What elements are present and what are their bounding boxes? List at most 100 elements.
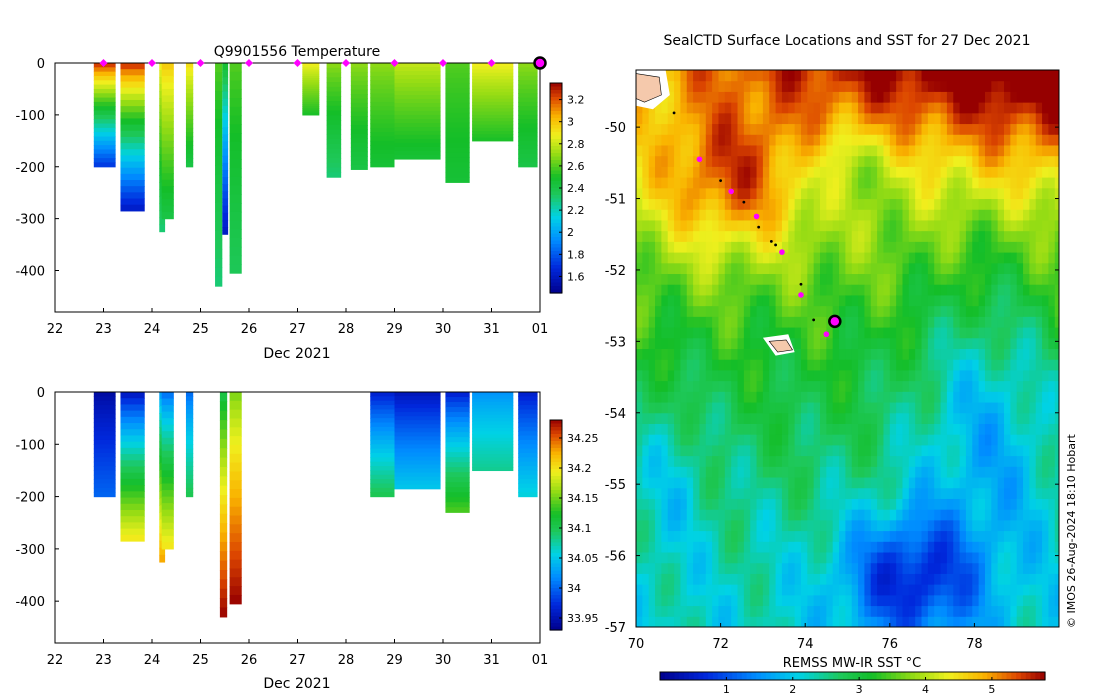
sst-cell [743, 102, 751, 114]
sst-cell [851, 187, 859, 200]
sst-cell [1042, 219, 1049, 232]
sst-cell [648, 423, 656, 435]
sst-cell [997, 305, 1005, 317]
colorbar-segment [550, 577, 562, 582]
sst-cell [693, 337, 700, 349]
sst-cell [712, 273, 719, 285]
profile-cell [472, 398, 514, 403]
sst-cell [750, 562, 758, 574]
sst-cell [940, 166, 948, 178]
sst-cell [978, 466, 986, 478]
sst-cell [693, 584, 700, 596]
sst-cell [858, 584, 865, 596]
profile-cell [222, 191, 229, 200]
sst-cell [965, 273, 973, 285]
sst-cell [820, 444, 827, 457]
sst-cell [1016, 369, 1024, 382]
sst-cell [1054, 273, 1059, 285]
sst-cell [724, 616, 732, 627]
colorbar-segment [550, 458, 562, 463]
sst-cell [959, 155, 967, 167]
sst-cell [636, 391, 643, 403]
sst-cell [972, 70, 980, 71]
sst-cell [839, 305, 846, 317]
sst-cell [839, 380, 846, 392]
sst-cell [1035, 327, 1043, 339]
colorbar-segment [550, 542, 562, 547]
profile-cell [326, 82, 342, 88]
sst-cell [769, 509, 777, 521]
sst-cell [1023, 466, 1030, 478]
sst-cell [648, 498, 656, 510]
colorbar-segment [550, 118, 562, 123]
sst-cell [864, 530, 872, 542]
sst-cell [883, 487, 891, 499]
sst-cell [667, 219, 675, 232]
sst-cell [674, 230, 681, 242]
sst-cell [712, 102, 719, 114]
sst-cell [851, 166, 859, 178]
sst-cell [851, 605, 859, 617]
profile-cell [394, 66, 441, 72]
sst-cell [737, 412, 745, 424]
sst-cell [820, 70, 827, 71]
sst-cell [1010, 487, 1018, 499]
sst-cell [636, 552, 643, 564]
sst-cell [927, 316, 935, 328]
sst-cell [705, 552, 713, 564]
sst-cell [807, 316, 815, 328]
sst-cell [978, 519, 986, 532]
sst-cell [927, 70, 935, 71]
sst-cell [788, 102, 796, 114]
sst-cell [972, 134, 980, 146]
sst-cell [845, 509, 853, 521]
sst-cell [693, 541, 700, 553]
x-tick-label: 30 [435, 653, 452, 668]
profile-cell [350, 133, 368, 139]
profile-cell [518, 400, 538, 406]
sst-cell [940, 562, 948, 574]
sst-cell [661, 487, 669, 499]
x-tick-label: 76 [882, 637, 899, 652]
profile-cell [518, 110, 538, 116]
sst-cell [978, 123, 986, 135]
sst-cell [902, 369, 910, 382]
sst-cell [1023, 337, 1030, 349]
profile-cell [472, 408, 514, 413]
sst-cell [756, 584, 764, 596]
sst-cell [946, 530, 954, 542]
colorbar-segment [550, 591, 562, 596]
sst-cell [737, 262, 745, 275]
sst-cell [953, 112, 961, 125]
sst-cell [1029, 166, 1037, 178]
sst-cell [959, 230, 967, 242]
sst-cell [959, 187, 967, 200]
profile-cell [161, 431, 174, 439]
sst-cell [953, 241, 961, 253]
sst-cell [648, 562, 656, 574]
profile-cell [229, 246, 242, 257]
colorbar-segment [550, 469, 562, 474]
sst-cell [953, 230, 961, 242]
sst-cell [794, 316, 802, 328]
sst-cell [775, 402, 783, 414]
sst-cell [927, 219, 935, 232]
sst-cell [877, 241, 884, 253]
sst-cell [737, 487, 745, 499]
sst-cell [940, 177, 948, 189]
sst-cell [667, 198, 675, 210]
sst-cell [851, 412, 859, 424]
sst-cell [762, 337, 770, 349]
sst-cell [864, 423, 872, 435]
colorbar-tick-label: 34.1 [567, 522, 592, 535]
sst-cell [724, 316, 732, 328]
colorbar-segment [550, 546, 562, 551]
salinity-plot-area [93, 392, 538, 618]
sst-cell [864, 230, 872, 242]
sst-cell [839, 70, 846, 71]
sst-cell [915, 380, 923, 392]
sst-cell [1042, 80, 1049, 92]
sst-cell [807, 166, 815, 178]
sst-cell [940, 91, 948, 103]
sst-cell [737, 552, 745, 564]
